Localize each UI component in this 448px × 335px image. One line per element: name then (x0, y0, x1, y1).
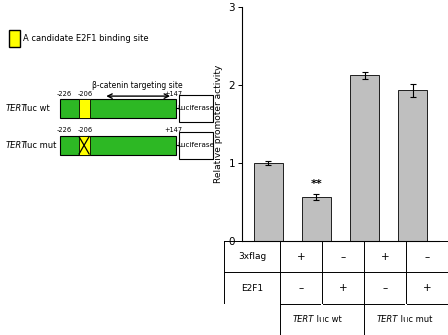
Text: Luciferase: Luciferase (178, 105, 215, 111)
Bar (60, 99, 176, 118)
Bar (179, 132, 213, 159)
Text: luc mut: luc mut (22, 141, 56, 150)
Text: -206: -206 (78, 127, 93, 133)
Text: –: – (298, 283, 304, 293)
Bar (9, 30, 20, 47)
Text: Luciferase: Luciferase (178, 142, 215, 148)
Text: –: – (424, 252, 430, 262)
Text: -206: -206 (78, 91, 93, 97)
Text: E2F1: E2F1 (241, 284, 263, 292)
Bar (254, 163, 283, 241)
Y-axis label: Relative promoter activity: Relative promoter activity (214, 65, 223, 183)
Text: TERT: TERT (292, 315, 314, 324)
Bar (350, 75, 379, 241)
Text: A candidate E2F1 binding site: A candidate E2F1 binding site (23, 34, 149, 43)
Bar (179, 95, 213, 122)
Text: **: ** (310, 179, 322, 189)
Bar (60, 136, 176, 155)
Bar (398, 90, 427, 241)
Text: -226: -226 (57, 91, 72, 97)
Text: +: + (422, 283, 431, 293)
Bar (321, 304, 323, 335)
Text: –: – (340, 252, 345, 262)
Text: TERT: TERT (5, 104, 27, 113)
Bar (405, 304, 407, 335)
Text: +: + (381, 252, 389, 262)
Text: TERT: TERT (376, 315, 398, 324)
Bar (78, 136, 90, 155)
Bar (224, 304, 280, 335)
Text: +: + (297, 252, 306, 262)
Text: luc mut: luc mut (398, 315, 432, 324)
Bar (78, 99, 90, 118)
Text: TERT: TERT (5, 141, 27, 150)
Text: β-catenin targeting site: β-catenin targeting site (92, 81, 182, 90)
Text: -226: -226 (57, 127, 72, 133)
Bar (302, 197, 331, 241)
Text: 3xflag: 3xflag (238, 252, 266, 261)
Text: +: + (339, 283, 347, 293)
Text: luc wt: luc wt (314, 315, 341, 324)
Text: luc wt: luc wt (22, 104, 49, 113)
Text: +147: +147 (164, 91, 182, 97)
Text: +147: +147 (164, 127, 182, 133)
Text: –: – (383, 283, 388, 293)
